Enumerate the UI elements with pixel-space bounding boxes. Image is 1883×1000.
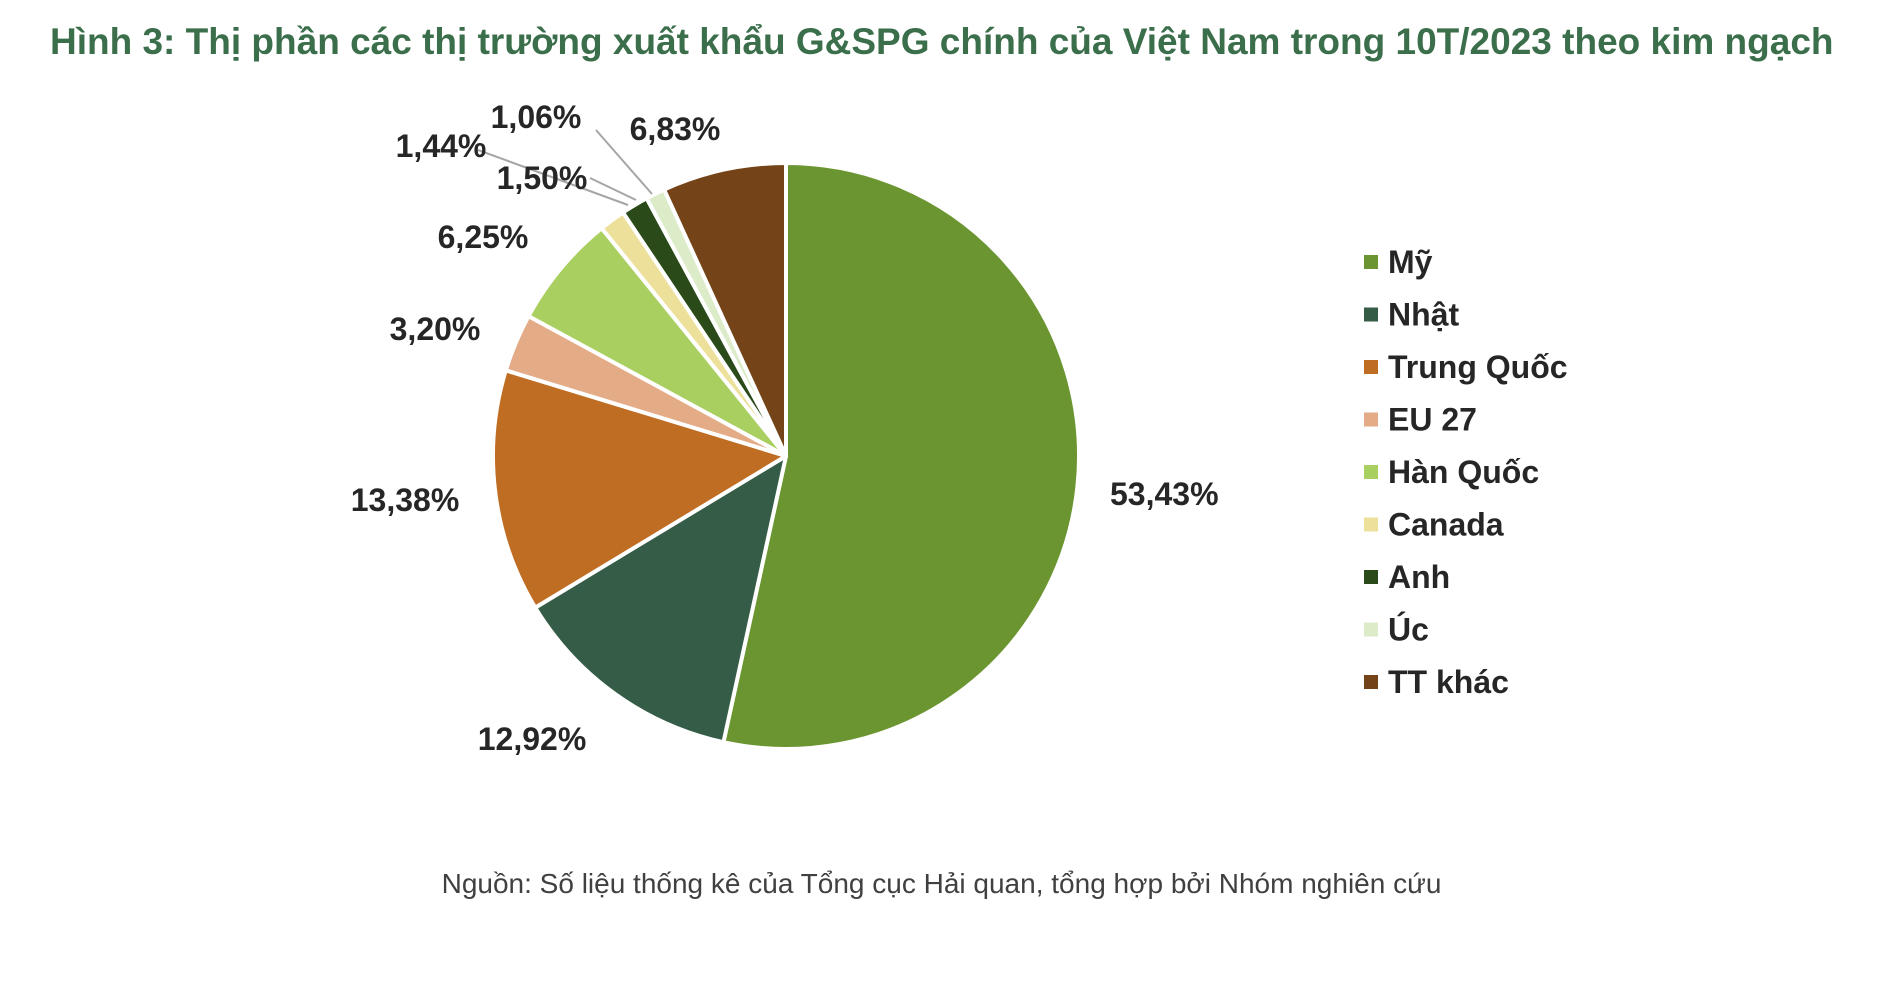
pie-slice-9	[662, 161, 788, 458]
data-label-3: 13,38%	[351, 482, 460, 518]
legend-label-4: EU 27	[1388, 402, 1477, 438]
data-label-8: 1,06%	[491, 99, 582, 135]
leader-line-8	[595, 129, 653, 195]
legend-label-3: Trung Quốc	[1388, 349, 1568, 385]
leader-lines	[477, 129, 653, 206]
legend-item-4: EU 27	[1364, 402, 1477, 438]
legend-label-8: Úc	[1388, 612, 1429, 648]
legend-label-2: Nhật	[1388, 297, 1459, 333]
legend-label-9: TT khác	[1388, 664, 1509, 700]
pie-slice-1	[721, 161, 1081, 751]
legend-label-1: Mỹ	[1388, 244, 1433, 280]
legend-item-2: Nhật	[1364, 297, 1459, 333]
legend-item-3: Trung Quốc	[1364, 349, 1568, 385]
legend-swatch-9	[1364, 675, 1378, 689]
legend-swatch-2	[1364, 307, 1378, 322]
legend-item-6: Canada	[1364, 507, 1504, 543]
pie-slice-5	[526, 226, 788, 458]
data-label-4: 3,20%	[390, 311, 481, 347]
legend-swatch-5	[1364, 465, 1378, 479]
legend-swatch-6	[1364, 517, 1378, 532]
pie-slices	[491, 161, 1081, 751]
legend-label-6: Canada	[1388, 507, 1504, 543]
data-label-7: 1,50%	[497, 160, 588, 196]
pie-slice-2	[533, 454, 788, 745]
legend-swatch-4	[1364, 412, 1378, 427]
data-label-1: 53,43%	[1110, 476, 1219, 512]
pie-slice-3	[491, 368, 788, 610]
data-labels: 53,43% 12,92% 13,38% 3,20% 6,25% 1,44% 1,50% 1,…	[351, 99, 1219, 757]
legend-swatch-1	[1364, 255, 1378, 269]
legend-item-7: Anh	[1364, 559, 1450, 595]
legend-item-8: Úc	[1364, 612, 1429, 648]
legend-item-9: TT khác	[1364, 664, 1509, 700]
legend-swatch-3	[1364, 360, 1378, 374]
legend-swatch-7	[1364, 570, 1378, 584]
data-label-9: 6,83%	[630, 111, 721, 147]
legend: Mỹ Nhật Trung Quốc EU 27 Hàn Quốc Canada Anh Úc…	[1364, 244, 1568, 700]
data-label-5: 6,25%	[438, 219, 529, 255]
legend-item-5: Hàn Quốc	[1364, 454, 1539, 490]
source-note: Nguồn: Số liệu thống kê của Tổng cục Hải…	[441, 868, 1442, 899]
legend-label-5: Hàn Quốc	[1388, 454, 1539, 490]
leader-line-6	[477, 149, 629, 206]
legend-item-1: Mỹ	[1364, 244, 1433, 280]
leader-line-7	[589, 177, 637, 201]
legend-label-7: Anh	[1388, 559, 1450, 595]
data-label-2: 12,92%	[478, 721, 587, 757]
pie-chart: 53,43% 12,92% 13,38% 3,20% 6,25% 1,44% 1,50% 1,…	[351, 99, 1568, 757]
legend-swatch-8	[1364, 622, 1378, 637]
chart-title: Hình 3: Thị phần các thị trường xuất khẩ…	[50, 21, 1834, 62]
data-label-6: 1,44%	[396, 128, 487, 164]
